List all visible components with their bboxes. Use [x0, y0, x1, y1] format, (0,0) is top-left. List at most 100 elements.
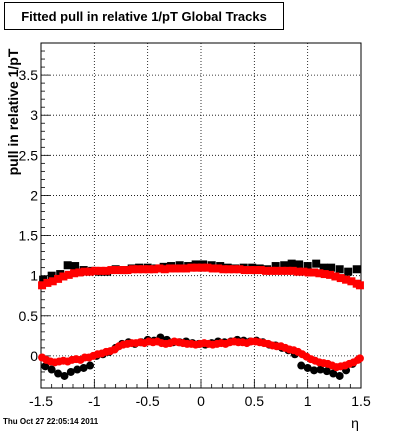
data-point	[73, 365, 82, 374]
data-point	[267, 266, 276, 275]
data-point	[187, 263, 196, 272]
data-point	[160, 265, 169, 274]
data-point	[304, 268, 313, 277]
timestamp-footer: Thu Oct 27 22:05:14 2011	[3, 417, 99, 426]
data-point	[256, 266, 265, 275]
data-point	[86, 361, 95, 370]
data-point	[71, 262, 80, 271]
x-tick-label: 0.5	[245, 393, 265, 409]
data-point	[355, 354, 364, 363]
data-point	[102, 266, 111, 275]
data-point	[278, 266, 287, 275]
series-red-width	[38, 263, 364, 290]
x-tick-label: 1.5	[351, 393, 371, 409]
data-point	[41, 362, 50, 371]
x-tick-label: -1.5	[29, 393, 53, 409]
data-point	[79, 363, 88, 372]
data-point	[91, 266, 100, 275]
data-point	[54, 274, 63, 283]
data-point	[144, 265, 153, 274]
data-point	[326, 270, 335, 279]
data-point	[271, 262, 280, 271]
y-tick-label: 1	[30, 268, 38, 284]
data-point	[203, 263, 212, 272]
data-point	[315, 269, 324, 278]
y-tick-label: 0	[30, 348, 38, 364]
data-point	[319, 263, 328, 272]
data-point	[224, 265, 233, 274]
data-point	[327, 263, 336, 272]
data-point	[48, 277, 57, 286]
data-point	[320, 270, 329, 279]
y-axis-label: pull in relative 1/pT	[5, 48, 21, 175]
data-point	[60, 371, 69, 380]
data-point	[155, 264, 164, 273]
data-point	[66, 367, 75, 376]
y-tick-label: 2	[30, 187, 38, 203]
data-points	[38, 259, 364, 380]
data-point	[344, 267, 353, 276]
y-tick-label: 3.5	[19, 67, 39, 83]
data-point	[312, 259, 321, 268]
data-point	[80, 267, 89, 276]
data-point	[316, 365, 325, 374]
data-point	[251, 266, 260, 275]
tick-labels: -1.5 -1 -0.5 0 0.5 1 1.5 0 0.5 1 1.5 2 2.5 3 3.5	[19, 67, 371, 409]
x-tick-label: -0.5	[136, 393, 160, 409]
data-point	[310, 268, 319, 277]
data-point	[295, 260, 304, 269]
data-point	[355, 281, 364, 290]
y-tick-label: 1.5	[19, 228, 39, 244]
data-point	[280, 261, 289, 270]
data-point	[336, 274, 345, 283]
data-point	[39, 275, 48, 284]
data-point	[192, 263, 201, 272]
data-point	[107, 266, 116, 275]
data-point	[128, 265, 137, 274]
data-point	[335, 371, 344, 380]
data-point	[43, 278, 52, 287]
data-point	[118, 266, 127, 275]
x-tick-label: 1	[304, 393, 312, 409]
data-point	[262, 266, 271, 275]
data-point	[297, 361, 306, 370]
data-point	[214, 264, 223, 273]
data-point	[219, 265, 228, 274]
data-point	[240, 266, 249, 275]
data-point	[303, 363, 312, 372]
y-tick-label: 0.5	[19, 308, 39, 324]
x-axis-label: η	[351, 415, 359, 431]
data-point	[322, 367, 331, 376]
x-tick-label: -1	[88, 393, 101, 409]
data-point	[63, 261, 72, 270]
data-point	[54, 369, 63, 378]
data-point	[38, 281, 47, 290]
data-point	[335, 265, 344, 274]
data-point	[182, 264, 191, 273]
data-point	[246, 266, 255, 275]
data-point	[352, 265, 361, 274]
data-point	[139, 265, 148, 274]
data-point	[299, 267, 308, 276]
data-point	[198, 263, 207, 272]
data-point	[230, 265, 239, 274]
data-point	[176, 264, 185, 273]
data-point	[47, 365, 56, 374]
data-point	[70, 269, 79, 278]
data-point	[342, 275, 351, 284]
data-point	[310, 366, 319, 375]
y-tick-label: 2.5	[19, 147, 39, 163]
data-point	[64, 270, 73, 279]
data-point	[329, 369, 338, 378]
grid-lines	[40, 43, 362, 388]
data-point	[150, 265, 159, 274]
y-tick-label: 3	[30, 107, 38, 123]
data-point	[47, 271, 56, 280]
series-red-mean	[38, 337, 364, 372]
data-point	[235, 265, 244, 274]
data-point	[59, 272, 68, 281]
data-point	[171, 264, 180, 273]
x-tick-label: 0	[197, 393, 205, 409]
data-point	[272, 266, 281, 275]
